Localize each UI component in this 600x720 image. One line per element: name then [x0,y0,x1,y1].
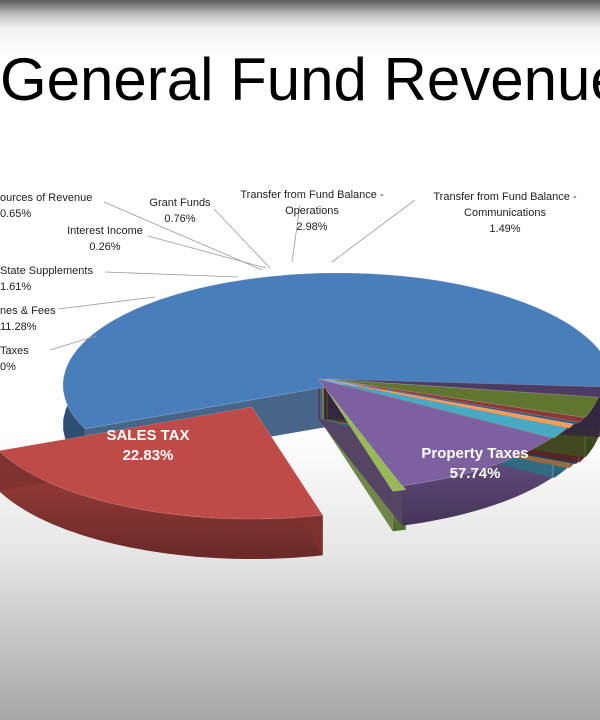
pie-slice-grant-funds [325,378,585,423]
slice-value-label: 0% [0,361,16,373]
slice-value-label: 2.98% [296,221,327,233]
leader-line [57,296,156,310]
slice-name-label: SALES TAX [106,427,189,444]
leader-line [291,204,301,263]
pie-slice-transfer-from-fund-balance-operations [326,378,599,418]
leader-line [213,208,271,269]
leader-line [147,235,267,269]
leader-line [104,271,239,278]
leader-lines [49,199,416,351]
slice-value-label: 11.28% [0,321,37,333]
slice-value-label: 57.74% [450,465,501,482]
slice-name-label: Property Taxes [421,445,528,462]
slice-name-label: ources of Revenue [0,192,92,204]
slice-name-label: Transfer from Fund Balance - [433,191,577,203]
leader-line [49,335,97,351]
slice-name-label: Interest Income [67,225,143,237]
slice-value-label: 1.49% [489,223,520,235]
pie-slice-ources-of-revenue [321,378,575,429]
slice-name-label: Taxes [0,345,29,357]
slice-labels: Property Taxes 57.74% SALES TAX 22.83% Taxes… [0,189,577,482]
slice-value-label: 22.83% [123,447,174,464]
slice-name-label: State Supplements [0,265,93,277]
slice-side-shade [0,451,323,559]
pie-slice-interest-income [323,378,579,425]
pie-slice-property-taxes [62,272,600,430]
pie-slice-sales-tax [0,406,324,520]
slice-name-label: nes & Fees [0,305,56,317]
leader-line [331,199,416,263]
slice-value-label: 0.26% [89,241,120,253]
pie-slice-state-supplements [319,378,568,439]
pie-slice-transfer-from-fund-balance-communications [327,378,600,398]
pie-slice-nes-fees [317,378,553,487]
chart-title: General Fund Revenue [0,46,600,113]
leader-line [103,201,263,271]
slice-value-label: 1.61% [0,281,31,293]
slice-value-label: 0.76% [164,213,195,225]
slice-value-label: 0.65% [0,208,31,220]
slice-name-label: Communications [464,207,546,219]
slice-name-label: Transfer from Fund Balance - [240,189,384,201]
slice-name-label: Grant Funds [149,197,211,209]
slice-name-label: Operations [285,205,339,217]
pie-slices [0,272,600,520]
